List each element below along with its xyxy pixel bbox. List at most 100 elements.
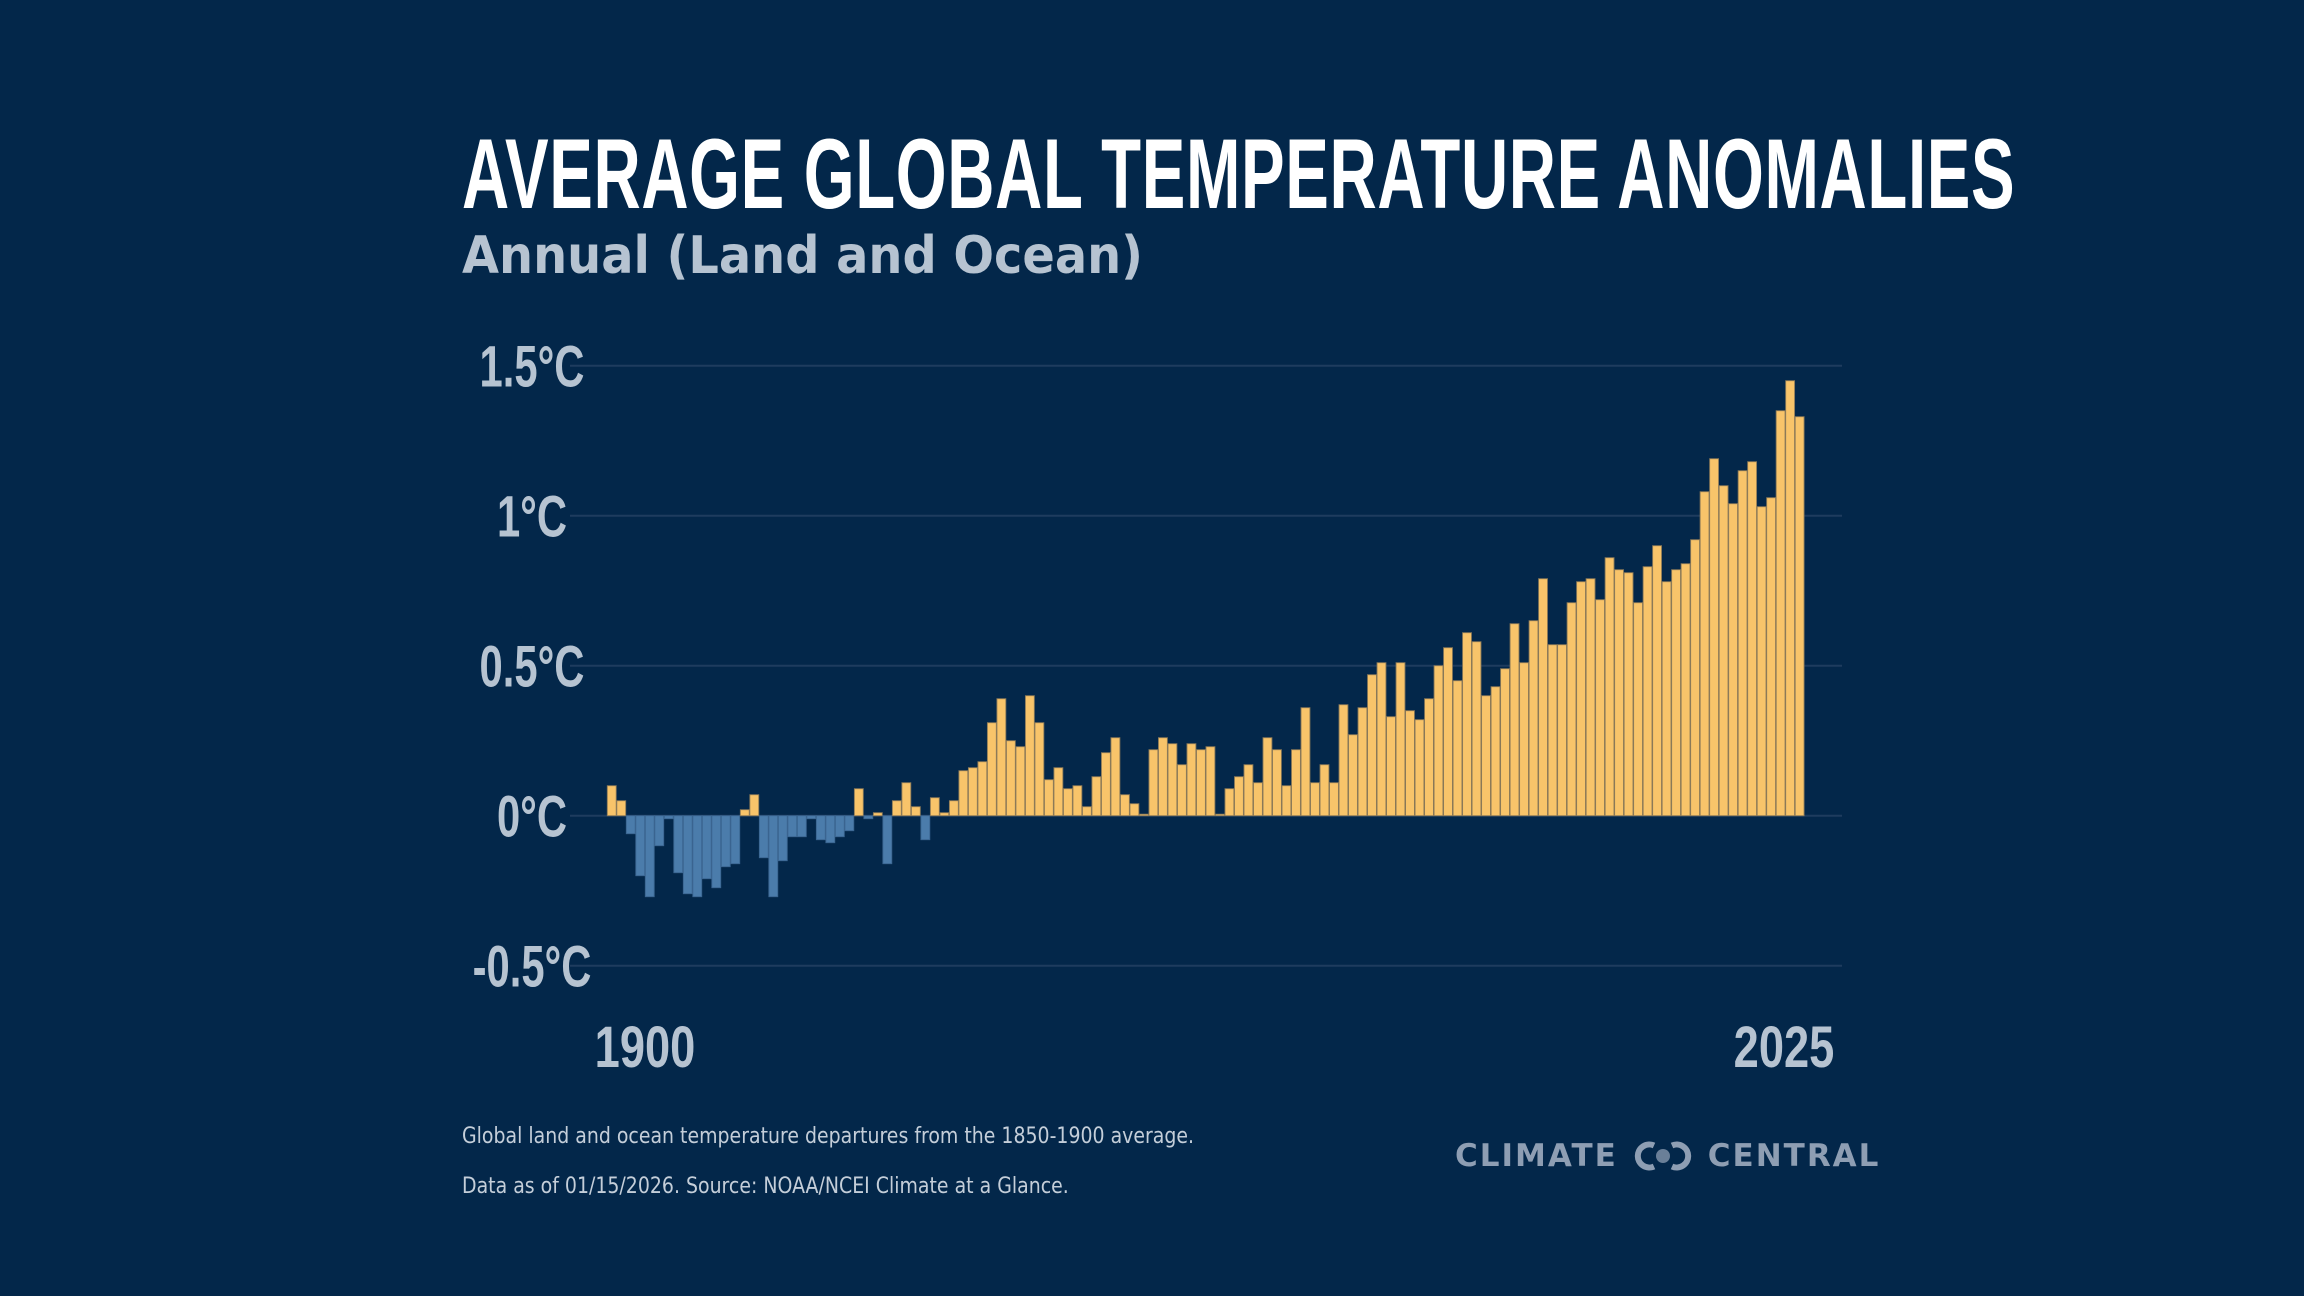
bar-1947	[1053, 767, 1064, 817]
bar-1904	[644, 815, 655, 898]
bar-1941	[996, 698, 1007, 817]
bar-1913	[730, 815, 741, 865]
bar-1928	[872, 812, 883, 817]
bar-2017	[1718, 485, 1729, 817]
bar-1920	[796, 815, 807, 838]
bar-1911	[711, 815, 722, 889]
y-tick-label: 1.5°C	[480, 334, 585, 399]
bar-1905	[654, 815, 665, 847]
bar-2019	[1737, 470, 1748, 817]
bar-1906	[663, 815, 674, 820]
bar-1900	[606, 785, 617, 817]
bar-1936	[948, 800, 959, 817]
bar-1965	[1224, 788, 1235, 817]
bar-1985	[1414, 719, 1425, 817]
bar-2008	[1633, 602, 1643, 817]
bars	[606, 380, 1805, 898]
bar-1932	[910, 806, 921, 817]
bar-1933	[920, 815, 931, 841]
bar-1962	[1196, 749, 1206, 817]
bar-2009	[1642, 566, 1653, 817]
bar-1990	[1462, 632, 1472, 817]
bar-2025	[1794, 416, 1805, 817]
bar-1929	[882, 815, 893, 865]
bar-1966	[1234, 776, 1244, 817]
bar-1974	[1310, 782, 1320, 817]
bar-2011	[1661, 581, 1672, 817]
bar-1903	[635, 815, 646, 877]
bar-1918	[777, 815, 788, 862]
bar-1975	[1319, 764, 1330, 817]
bar-1948	[1062, 788, 1073, 817]
bar-1958	[1158, 737, 1168, 817]
bar-1935	[939, 812, 950, 817]
bar-1944	[1024, 695, 1035, 817]
bar-1968	[1253, 782, 1263, 817]
bar-1979	[1357, 707, 1368, 817]
bar-1914	[739, 809, 750, 817]
bar-2012	[1671, 569, 1681, 817]
bar-1987	[1433, 665, 1444, 817]
bar-1916	[758, 815, 769, 859]
bar-2004	[1595, 599, 1605, 817]
bar-1949	[1072, 785, 1083, 817]
bar-1973	[1300, 707, 1311, 817]
bar-1999	[1547, 644, 1558, 817]
bar-1956	[1139, 813, 1149, 817]
bar-1955	[1129, 803, 1140, 817]
bar-1945	[1034, 722, 1045, 817]
bar-1997	[1528, 620, 1539, 817]
bar-1921	[806, 815, 817, 820]
bar-1907	[673, 815, 684, 874]
bar-2003	[1585, 578, 1596, 817]
bar-1919	[787, 815, 798, 838]
bar-1950	[1081, 806, 1092, 817]
x-tick-label: 1900	[595, 1016, 696, 1081]
bar-1902	[625, 815, 636, 835]
bar-1934	[929, 797, 940, 817]
bar-2014	[1690, 539, 1700, 817]
bar-1915	[749, 794, 760, 817]
bar-1984	[1405, 710, 1415, 817]
bar-1942	[1005, 740, 1016, 817]
interlocking-rings-icon	[1634, 1141, 1691, 1171]
bar-1982	[1386, 716, 1396, 817]
chart-title: AVERAGE GLOBAL TEMPERATURE ANOMALIES	[462, 118, 2016, 229]
bar-1986	[1424, 698, 1434, 817]
bar-1964	[1215, 813, 1225, 817]
bar-1938	[967, 767, 978, 817]
footnote: Global land and ocean temperature depart…	[462, 1112, 1194, 1212]
bar-1943	[1015, 746, 1026, 817]
y-tick-label: 0.5°C	[480, 634, 585, 699]
bar-1972	[1291, 749, 1301, 817]
y-tick-label: -0.5°C	[473, 934, 592, 999]
bar-1971	[1281, 785, 1292, 817]
bar-2002	[1576, 581, 1586, 817]
bar-2006	[1614, 569, 1624, 817]
bar-1970	[1272, 749, 1282, 817]
bar-1961	[1186, 743, 1197, 817]
y-axis-labels: 1.5°C 1°C 0.5°C 0°C -0.5°C	[473, 334, 592, 999]
y-tick-label: 1°C	[497, 484, 567, 549]
bar-1983	[1395, 662, 1406, 817]
bar-1946	[1043, 779, 1054, 817]
y-tick-label: 0°C	[497, 784, 567, 849]
bar-2001	[1566, 602, 1577, 817]
bar-1988	[1443, 647, 1453, 817]
footnote-line-2: Data as of 01/15/2026. Source: NOAA/NCEI…	[462, 1174, 1069, 1199]
bar-2023	[1775, 410, 1786, 817]
bar-1980	[1367, 674, 1377, 817]
bar-2018	[1728, 503, 1739, 817]
bar-1976	[1329, 782, 1339, 817]
bar-1951	[1091, 776, 1102, 817]
bar-2000	[1557, 644, 1567, 817]
bar-1954	[1120, 794, 1130, 817]
bar-2022	[1766, 497, 1777, 817]
bar-1930	[891, 800, 902, 817]
bar-1995	[1509, 623, 1520, 817]
bar-1912	[720, 815, 731, 868]
bar-2024	[1785, 380, 1796, 817]
bar-1969	[1262, 737, 1273, 817]
bar-1939	[977, 761, 988, 817]
